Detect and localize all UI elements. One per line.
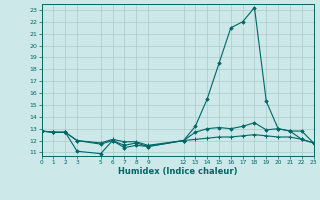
X-axis label: Humidex (Indice chaleur): Humidex (Indice chaleur) — [118, 167, 237, 176]
